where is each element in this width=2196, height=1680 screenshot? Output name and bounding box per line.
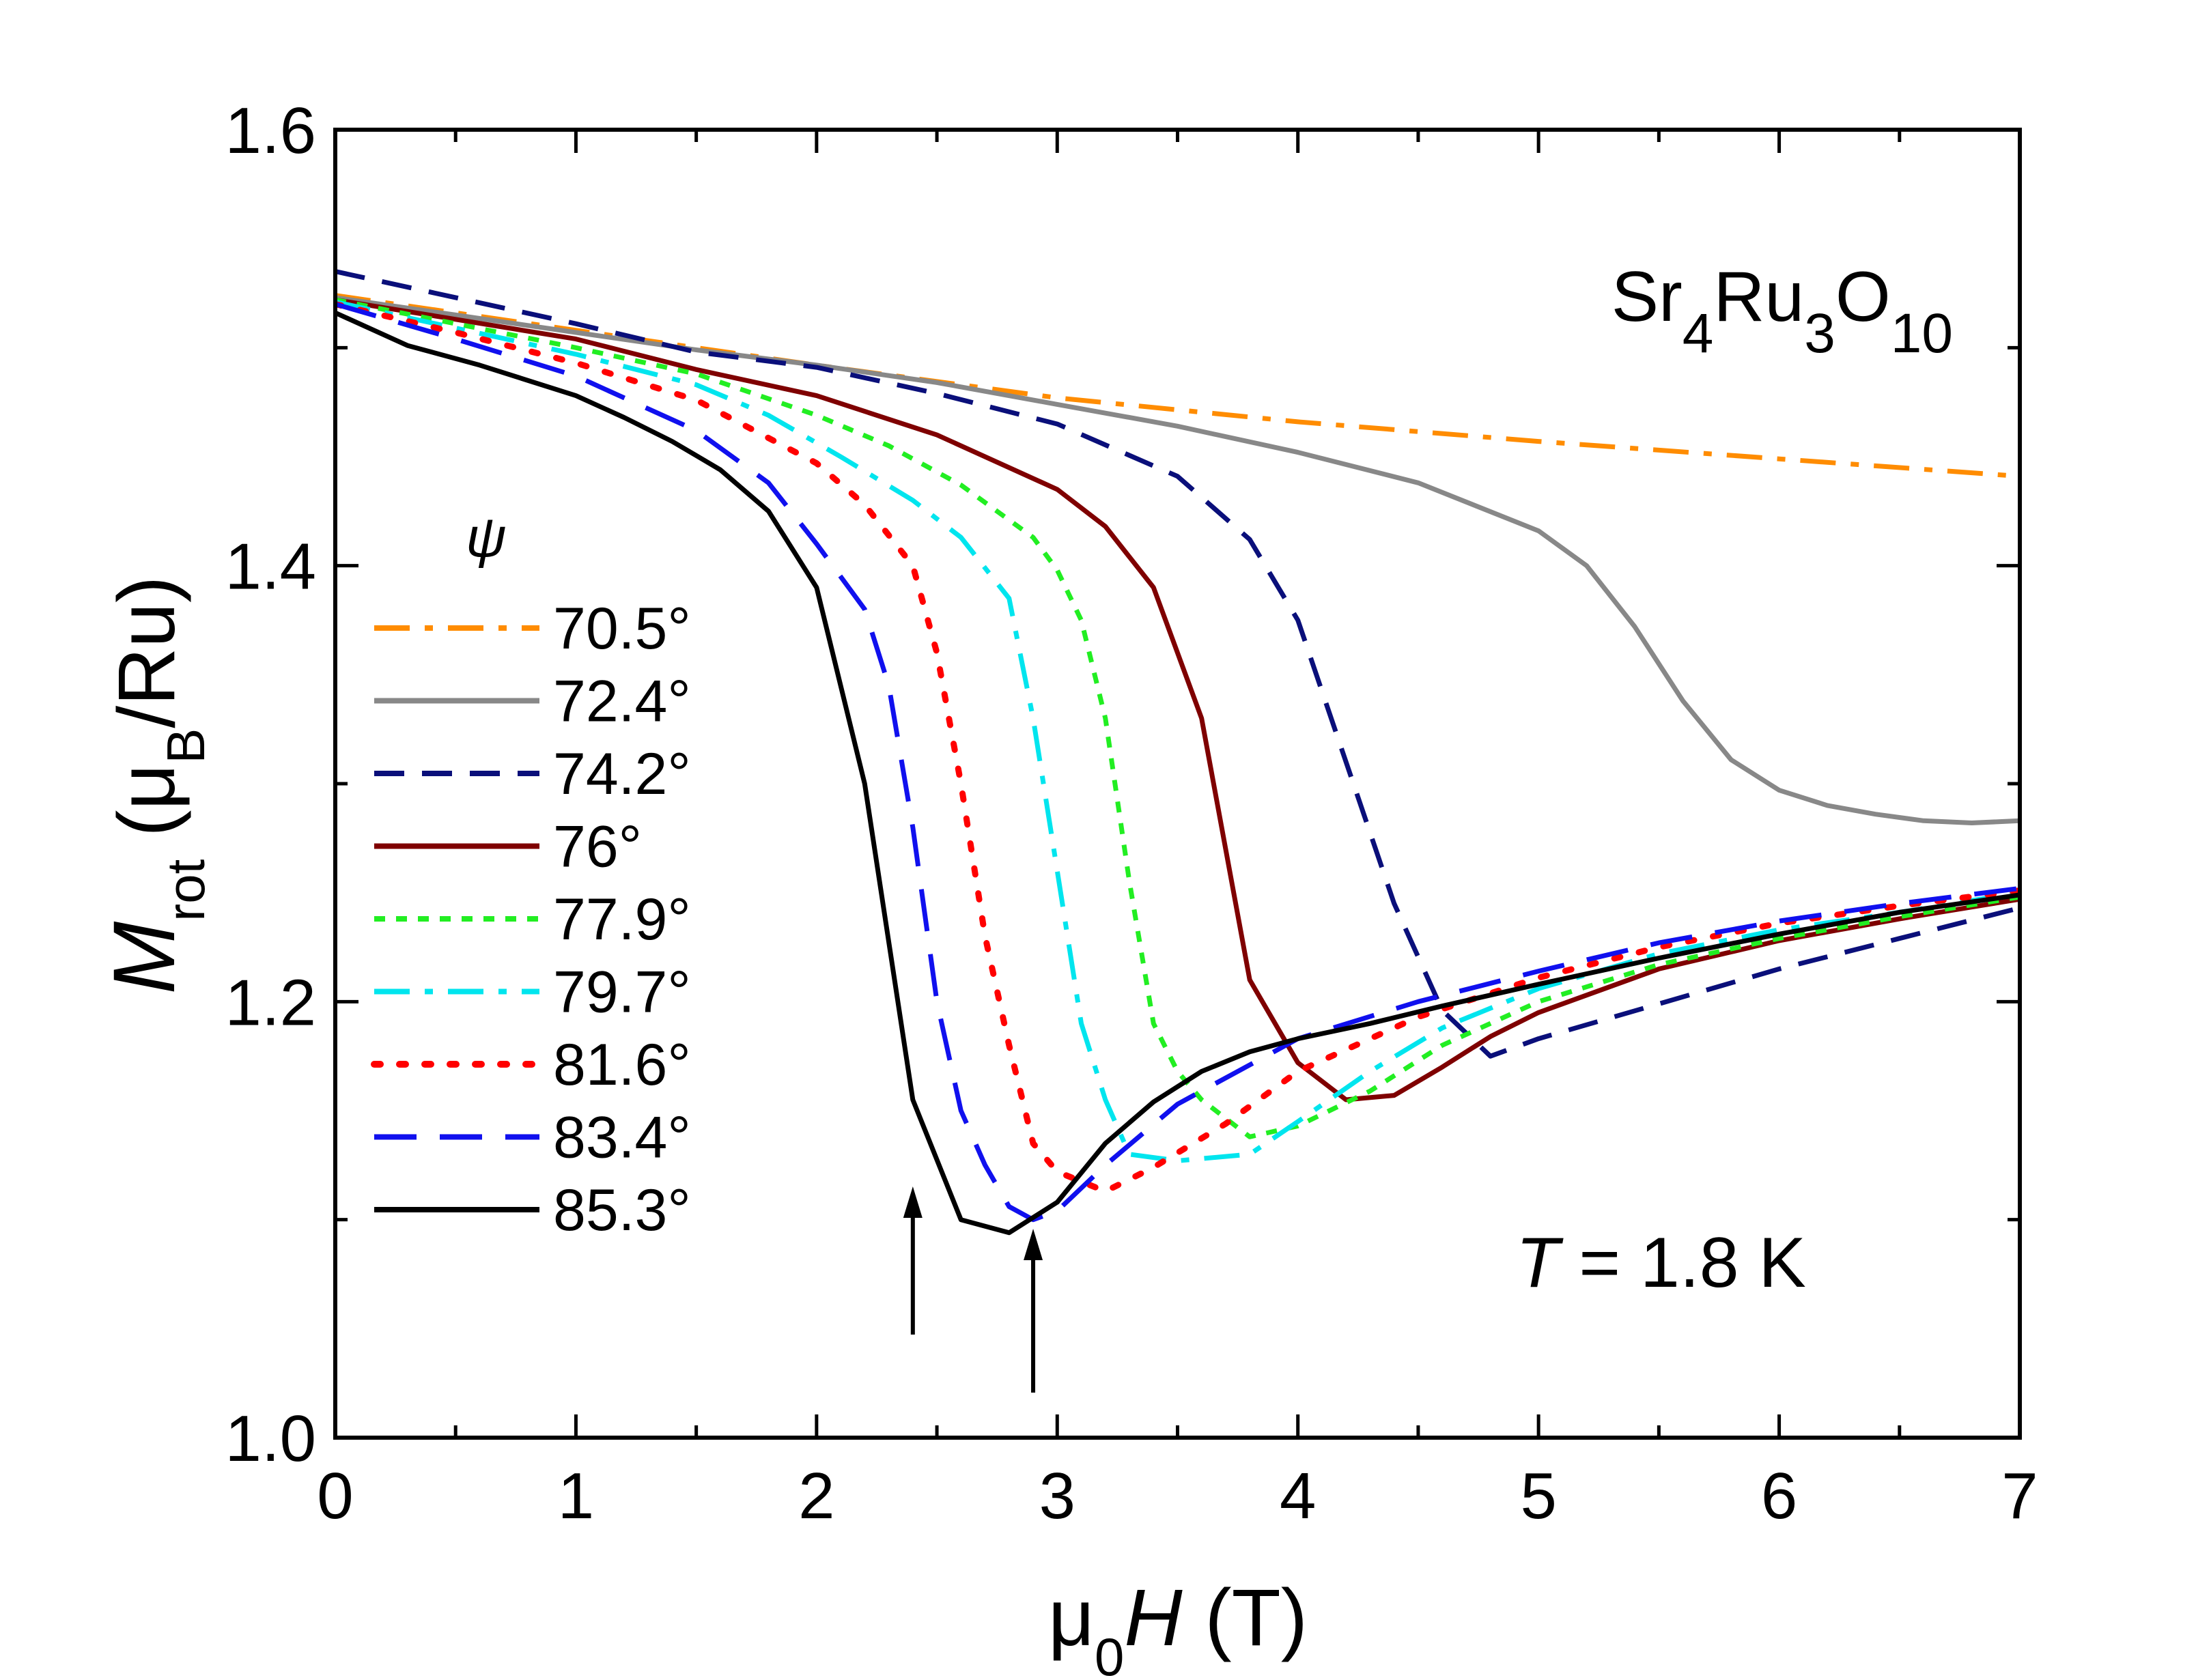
x-tick-label: 3 <box>1039 1460 1075 1533</box>
series-layer <box>335 269 2020 1236</box>
field-arrows <box>903 1186 1043 1393</box>
legend-label-9: 85.3° <box>553 1178 691 1243</box>
legend-label-2: 72.4° <box>553 669 691 735</box>
x-tick-label: 0 <box>317 1460 353 1533</box>
legend-label-8: 83.4° <box>553 1105 691 1171</box>
legend-label-3: 74.2° <box>553 741 691 807</box>
x-tick-label: 7 <box>2001 1460 2038 1533</box>
legend-label-7: 81.6° <box>553 1032 691 1098</box>
legend-label-6: 79.7° <box>553 960 691 1025</box>
legend-title: ψ <box>466 507 507 569</box>
series-line-7 <box>335 301 2020 1195</box>
x-tick-label: 1 <box>558 1460 594 1533</box>
series-line-4 <box>335 297 2020 1102</box>
y-axis-title: Mrot (μB/Ru) <box>96 576 216 995</box>
y-tick-label: 1.4 <box>225 530 316 603</box>
series-line-8 <box>335 302 2020 1223</box>
plot-frame <box>333 128 2022 1440</box>
legend-label-4: 76° <box>553 814 642 880</box>
temperature-label: T = 1.8 K <box>1516 1223 1806 1302</box>
series-line-1 <box>335 293 2020 479</box>
series-line-9 <box>335 311 2020 1236</box>
legend-label-5: 77.9° <box>553 887 691 952</box>
series-line-6 <box>335 299 2020 1163</box>
compound-label: Sr4Ru3O10 <box>1611 257 1953 365</box>
legend: 70.5° 72.4°74.2° 76° 77.9° 79.7° 81.6° 83.4° 85… <box>371 596 691 1243</box>
series-line-3 <box>335 269 2020 1059</box>
field-arrow-head <box>1024 1229 1043 1260</box>
series-line-5 <box>335 297 2020 1139</box>
y-tick-label: 1.6 <box>225 94 316 167</box>
y-tick-label: 1.0 <box>225 1402 316 1475</box>
legend-label-1: 70.5° <box>553 596 691 661</box>
x-axis-title: μ0H (T) <box>1048 1573 1308 1680</box>
y-tick-labels: 1.0 1.2 1.4 1.6 <box>225 94 316 1475</box>
field-arrow-head <box>903 1186 923 1218</box>
x-tick-label: 4 <box>1280 1460 1316 1533</box>
x-tick-label: 2 <box>798 1460 834 1533</box>
x-tick-labels: 0 1 2 3 4 5 6 7 <box>317 1460 2038 1533</box>
y-tick-label: 1.2 <box>225 966 316 1039</box>
x-tick-label: 5 <box>1520 1460 1556 1533</box>
x-tick-label: 6 <box>1761 1460 1797 1533</box>
